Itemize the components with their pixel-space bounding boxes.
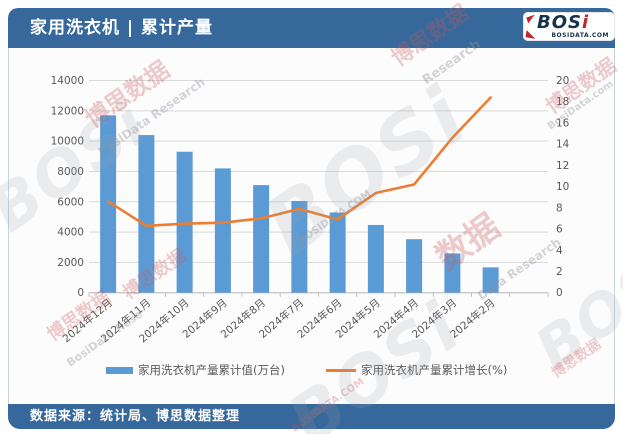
- logo-site-text: BOSIDATA.COM: [551, 32, 609, 39]
- legend-bar-swatch: [106, 366, 133, 374]
- y-axis-left-tick-label: 6000: [57, 196, 84, 208]
- y-axis-right-tick-label: 0: [556, 287, 563, 299]
- y-axis-right-tick-label: 12: [556, 160, 569, 172]
- bar: [253, 185, 270, 293]
- data-source-text: 数据来源：统计局、博思数据整理: [30, 409, 241, 424]
- y-axis-right-tick-label: 10: [556, 181, 569, 193]
- bar: [367, 224, 384, 293]
- bar: [100, 115, 117, 293]
- footer-banner: 数据来源：统计局、博思数据整理: [8, 404, 615, 429]
- legend-item-bars: 家用洗衣机产量累计值(万台): [106, 360, 285, 380]
- y-axis-left-tick-label: 8000: [57, 166, 84, 178]
- y-axis-right-tick-label: 16: [556, 117, 570, 129]
- chart-legend: 家用洗衣机产量累计值(万台) 家用洗衣机产量累计增长(%): [0, 360, 623, 380]
- y-axis-right-tick-label: 8: [556, 202, 563, 214]
- bar: [482, 267, 499, 293]
- y-axis-right-tick-label: 6: [556, 224, 563, 236]
- bar: [406, 239, 423, 293]
- trend-line: [106, 96, 492, 228]
- y-axis-left-tick-label: 12000: [51, 105, 84, 117]
- y-axis-left-tick-label: 10000: [51, 136, 84, 148]
- bar: [214, 168, 231, 293]
- legend-item-line: 家用洗衣机产量累计增长(%): [326, 360, 507, 380]
- legend-line-label: 家用洗衣机产量累计增长(%): [361, 363, 508, 377]
- bar: [138, 135, 155, 293]
- page-title: 家用洗衣机 | 累计产量: [30, 18, 214, 38]
- bosi-logo: BOSi BOSIDATA.COM: [523, 12, 615, 41]
- bar: [444, 253, 461, 293]
- y-axis-left-tick-label: 0: [77, 287, 84, 299]
- y-axis-right-tick-label: 18: [556, 96, 569, 108]
- y-axis-left-tick-label: 2000: [57, 257, 84, 269]
- y-axis-right-tick-label: 20: [556, 75, 569, 87]
- bar: [291, 200, 308, 293]
- legend-bar-label: 家用洗衣机产量累计值(万台): [138, 363, 285, 377]
- y-axis-right-tick-label: 2: [556, 266, 563, 278]
- bar: [329, 212, 346, 293]
- y-axis-right-tick-label: 4: [556, 245, 563, 257]
- y-axis-left-tick-label: 4000: [57, 227, 84, 239]
- header-banner: 家用洗衣机 | 累计产量: [8, 8, 615, 48]
- bar: [176, 151, 193, 293]
- logo-wordmark: BOSi: [537, 13, 589, 33]
- y-axis-left-tick-label: 14000: [51, 75, 84, 87]
- y-axis-right-tick-label: 14: [556, 139, 570, 151]
- logo-text-accent: i: [582, 12, 590, 33]
- logo-text-main: BOS: [537, 12, 582, 33]
- legend-line-swatch: [326, 368, 356, 372]
